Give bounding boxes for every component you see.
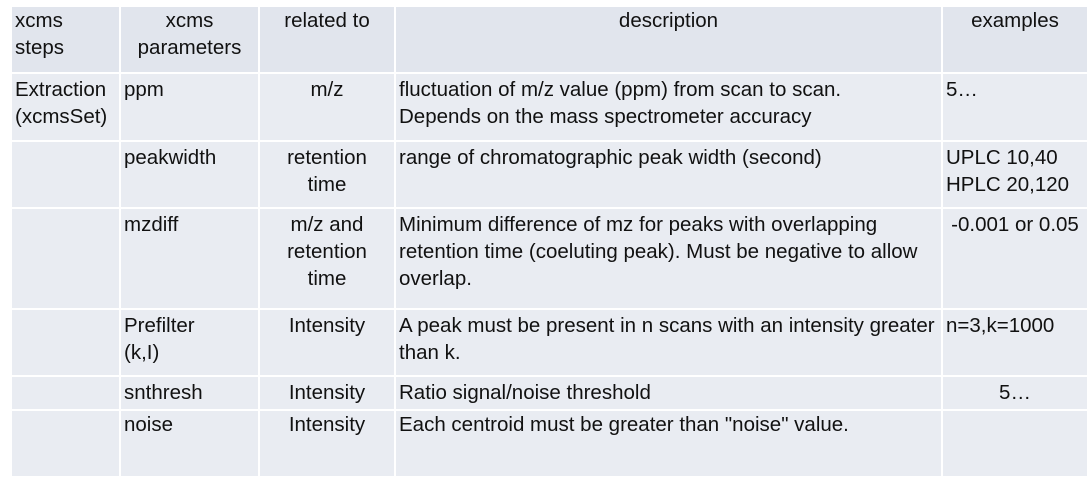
cell-related: Intensity: [259, 410, 396, 478]
cell-description: A peak must be present in n scans with a…: [395, 309, 943, 377]
table-row: mzdiff m/z and retention time Minimum di…: [12, 208, 1087, 310]
cell-step: [12, 309, 121, 377]
header-description: description: [395, 7, 943, 74]
cell-step: [12, 410, 121, 478]
table-row: Extraction (xcmsSet) ppm m/z fluctuation…: [12, 73, 1087, 142]
cell-examples: -0.001 or 0.05: [942, 208, 1087, 310]
table-row: snthresh Intensity Ratio signal/noise th…: [12, 376, 1087, 411]
cell-parameter: mzdiff: [120, 208, 260, 310]
cell-parameter: ppm: [120, 73, 260, 142]
cell-examples: 5…: [942, 73, 1087, 142]
cell-step: [12, 141, 121, 209]
cell-step: [12, 208, 121, 310]
cell-description: Minimum difference of mz for peaks with …: [395, 208, 943, 310]
cell-description: Ratio signal/noise threshold: [395, 376, 943, 411]
cell-step: Extraction (xcmsSet): [12, 73, 121, 142]
cell-examples: [942, 410, 1087, 478]
header-examples: examples: [942, 7, 1087, 74]
table-row: noise Intensity Each centroid must be gr…: [12, 410, 1087, 478]
cell-examples: UPLC 10,40 HPLC 20,120: [942, 141, 1087, 209]
cell-related: m/z: [259, 73, 396, 142]
table-row: peakwidth retention time range of chroma…: [12, 141, 1087, 209]
header-steps: xcms steps: [12, 7, 121, 74]
cell-examples: 5…: [942, 376, 1087, 411]
cell-related: m/z and retention time: [259, 208, 396, 310]
table-row: Prefilter (k,I) Intensity A peak must be…: [12, 309, 1087, 377]
cell-parameter: Prefilter (k,I): [120, 309, 260, 377]
cell-related: Intensity: [259, 309, 396, 377]
header-parameters: xcms parameters: [120, 7, 260, 74]
cell-related: retention time: [259, 141, 396, 209]
header-row: xcms steps xcms parameters related to de…: [12, 7, 1087, 74]
cell-parameter: noise: [120, 410, 260, 478]
cell-description: Each centroid must be greater than "nois…: [395, 410, 943, 478]
cell-parameter: peakwidth: [120, 141, 260, 209]
cell-description: range of chromatographic peak width (sec…: [395, 141, 943, 209]
cell-related: Intensity: [259, 376, 396, 411]
header-related-to: related to: [259, 7, 396, 74]
cell-parameter: snthresh: [120, 376, 260, 411]
cell-step: [12, 376, 121, 411]
cell-examples: n=3,k=1000: [942, 309, 1087, 377]
xcms-parameters-table: xcms steps xcms parameters related to de…: [12, 7, 1087, 478]
cell-description: fluctuation of m/z value (ppm) from scan…: [395, 73, 943, 142]
